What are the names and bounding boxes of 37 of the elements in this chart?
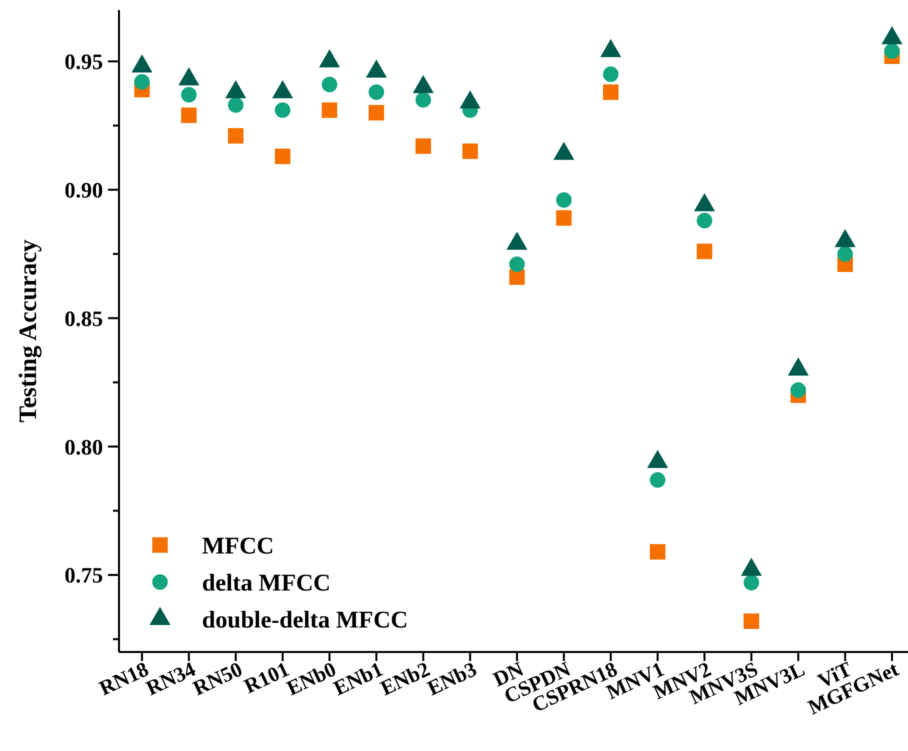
y-tick-label: 0.95 xyxy=(64,49,103,74)
point xyxy=(744,613,760,629)
point xyxy=(416,138,431,154)
legend-label: MFCC xyxy=(202,533,274,560)
point xyxy=(837,246,853,262)
point xyxy=(602,66,619,82)
point xyxy=(322,76,338,92)
legend-label: delta MFCC xyxy=(202,570,331,596)
point xyxy=(556,210,572,226)
y-tick-label: 0.80 xyxy=(64,434,103,460)
point xyxy=(368,104,384,120)
point xyxy=(696,244,712,260)
point xyxy=(274,148,290,164)
point xyxy=(790,382,806,398)
y-tick-label: 0.90 xyxy=(64,177,103,202)
y-axis-title: Testing Accuracy xyxy=(15,238,42,423)
point xyxy=(884,43,900,59)
point xyxy=(181,86,197,103)
legend-label: double-delta MFCC xyxy=(202,607,408,634)
point xyxy=(368,84,384,100)
point xyxy=(462,143,478,159)
point xyxy=(134,74,150,90)
y-tick-label: 0.85 xyxy=(64,306,103,331)
point xyxy=(509,256,525,272)
point xyxy=(415,92,432,108)
point xyxy=(274,102,290,118)
point xyxy=(650,544,666,560)
y-tick-label: 0.75 xyxy=(64,562,103,588)
point xyxy=(696,212,712,228)
point xyxy=(650,472,666,488)
point xyxy=(322,102,338,118)
point xyxy=(603,84,618,100)
point xyxy=(228,97,244,113)
point xyxy=(228,128,244,144)
point xyxy=(744,574,760,590)
point xyxy=(556,192,572,208)
point xyxy=(181,108,197,124)
